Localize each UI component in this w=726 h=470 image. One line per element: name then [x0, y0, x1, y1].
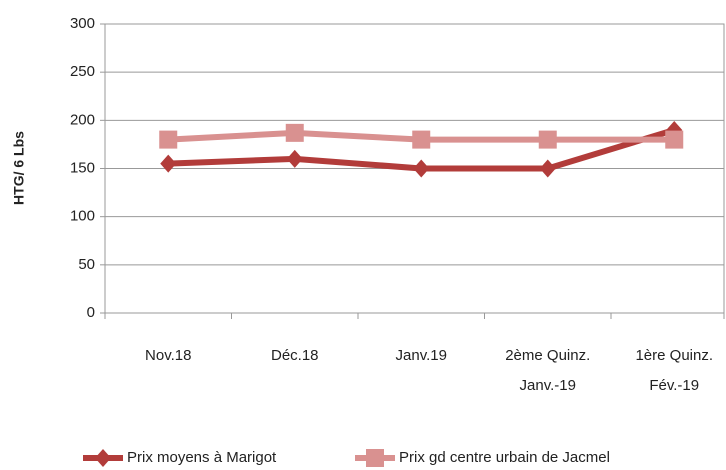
- x-tick-label: 2ème Quinz. Janv.-19: [505, 347, 590, 394]
- marker: [413, 159, 430, 178]
- marker: [286, 149, 303, 168]
- marker: [538, 130, 557, 149]
- y-axis-label: HTG/ 6 Lbs: [11, 131, 27, 205]
- x-tick-label: Déc.18: [271, 347, 319, 364]
- marker: [539, 159, 556, 178]
- legend-label: Prix moyens à Marigot: [127, 449, 277, 466]
- x-tick-label: Nov.18: [145, 347, 191, 364]
- marker: [95, 449, 111, 467]
- legend-label: Prix gd centre urbain de Jacmel: [399, 449, 610, 466]
- x-tick-label: Janv.19: [396, 347, 447, 364]
- x-tick-label: 1ère Quinz. Fév.-19: [635, 347, 713, 394]
- marker: [665, 130, 684, 149]
- marker: [285, 123, 304, 142]
- y-tick-label: 0: [87, 304, 95, 321]
- y-tick-label: 100: [70, 208, 95, 225]
- y-tick-label: 250: [70, 63, 95, 80]
- y-tick-label: 200: [70, 111, 95, 128]
- marker: [366, 449, 384, 467]
- marker: [412, 130, 431, 149]
- marker: [160, 154, 177, 173]
- y-tick-label: 50: [78, 256, 95, 273]
- y-tick-label: 150: [70, 159, 95, 176]
- y-tick-label: 300: [70, 15, 95, 32]
- marker: [159, 130, 178, 149]
